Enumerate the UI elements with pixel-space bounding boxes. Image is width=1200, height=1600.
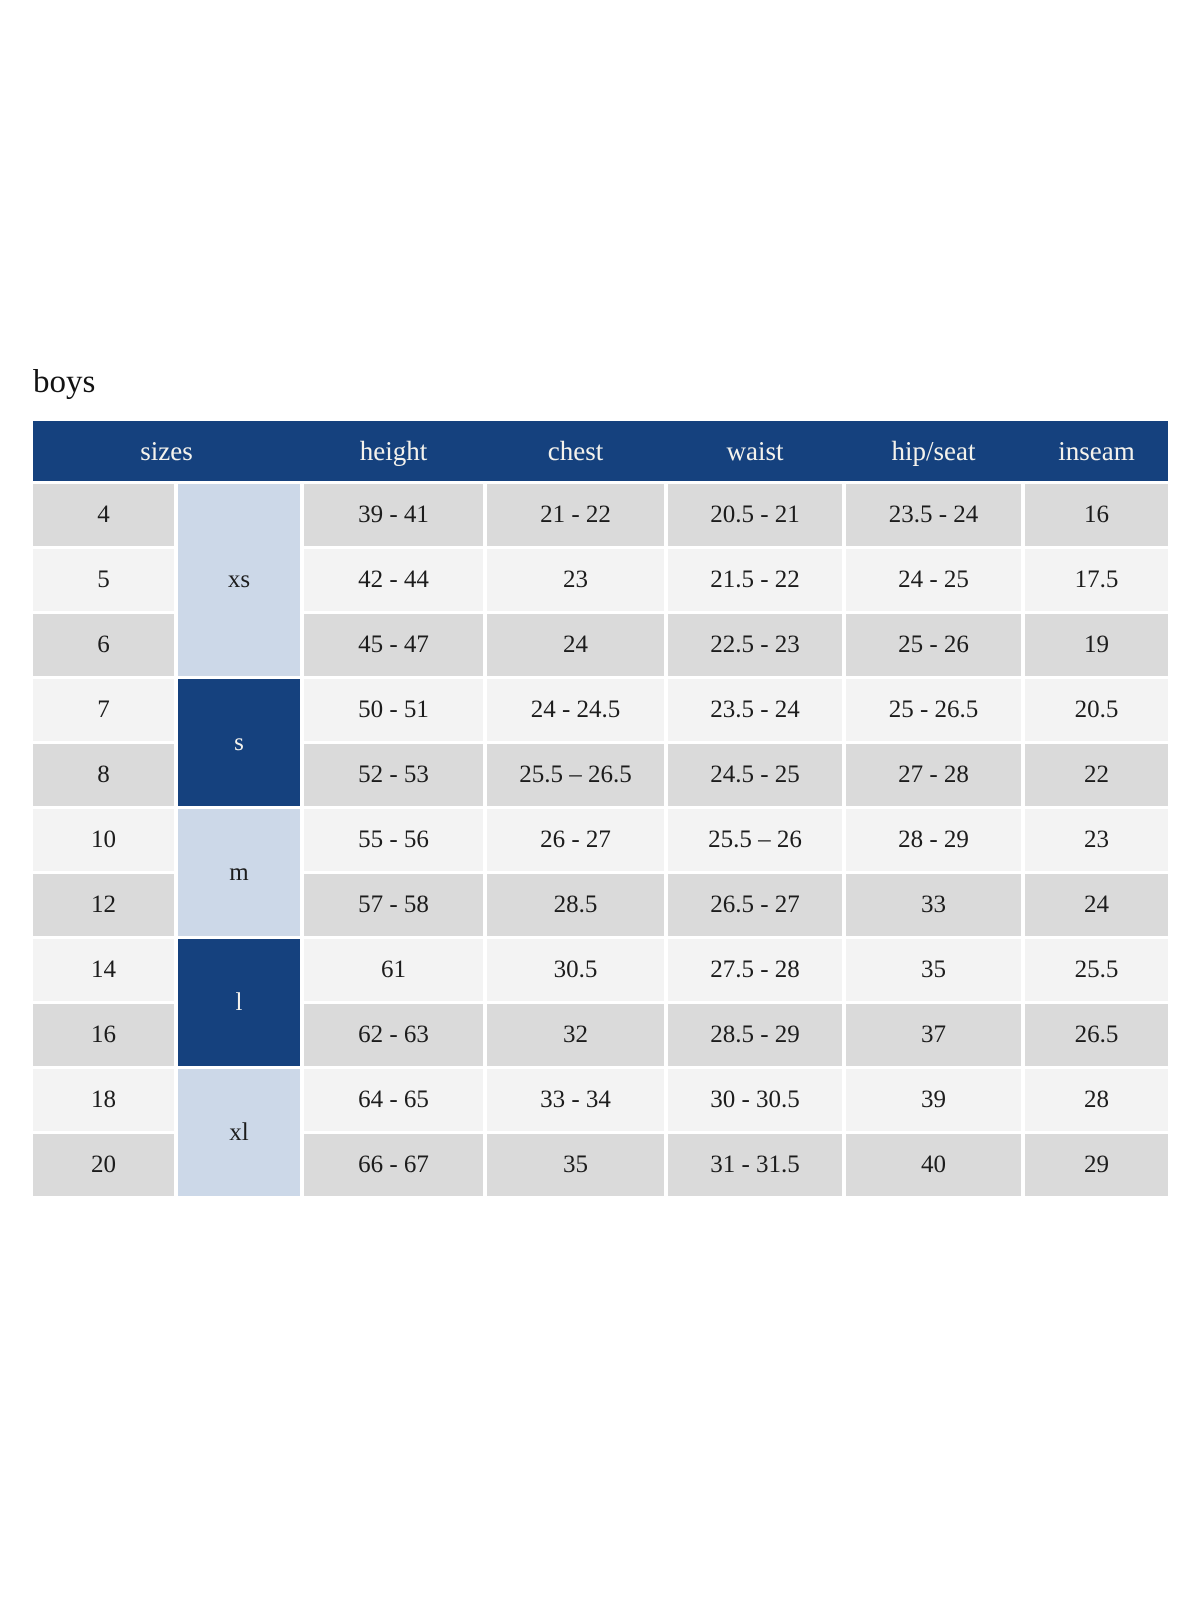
header-cell-chest: chest — [547, 435, 604, 466]
height-cell: 50 - 51 — [304, 679, 483, 741]
waist-cell: 25.5 – 26 — [668, 809, 842, 871]
hip-seat-cell: 35 — [846, 939, 1021, 1001]
height-cell: 55 - 56 — [304, 809, 483, 871]
header-cell-hip-seat: hip/seat — [891, 435, 976, 466]
height-cell: 61 — [304, 939, 483, 1001]
size-cell: 18 — [33, 1069, 174, 1131]
chest-cell: 33 - 34 — [487, 1069, 664, 1131]
size-cell: 10 — [33, 809, 174, 871]
chest-cell: 24 — [487, 614, 664, 676]
inseam-cell: 16 — [1025, 484, 1168, 546]
group-cell-l: l — [178, 939, 300, 1066]
waist-cell: 23.5 - 24 — [668, 679, 842, 741]
size-cell: 6 — [33, 614, 174, 676]
hip-seat-cell: 24 - 25 — [846, 549, 1021, 611]
hip-seat-cell: 37 — [846, 1004, 1021, 1066]
waist-cell: 28.5 - 29 — [668, 1004, 842, 1066]
chest-cell: 30.5 — [487, 939, 664, 1001]
group-cell-s: s — [178, 679, 300, 806]
hip-seat-cell: 25 - 26 — [846, 614, 1021, 676]
size-cell: 20 — [33, 1134, 174, 1196]
chest-cell: 35 — [487, 1134, 664, 1196]
height-cell: 62 - 63 — [304, 1004, 483, 1066]
inseam-cell: 24 — [1025, 874, 1168, 936]
height-cell: 57 - 58 — [304, 874, 483, 936]
hip-seat-cell: 39 — [846, 1069, 1021, 1131]
chest-cell: 24 - 24.5 — [487, 679, 664, 741]
inseam-cell: 19 — [1025, 614, 1168, 676]
size-cell: 16 — [33, 1004, 174, 1066]
height-cell: 39 - 41 — [304, 484, 483, 546]
chest-cell: 25.5 – 26.5 — [487, 744, 664, 806]
waist-cell: 22.5 - 23 — [668, 614, 842, 676]
size-cell: 5 — [33, 549, 174, 611]
chest-cell: 23 — [487, 549, 664, 611]
hip-seat-cell: 27 - 28 — [846, 744, 1021, 806]
size-cell: 8 — [33, 744, 174, 806]
waist-cell: 30 - 30.5 — [668, 1069, 842, 1131]
chest-cell: 26 - 27 — [487, 809, 664, 871]
size-cell: 4 — [33, 484, 174, 546]
inseam-cell: 29 — [1025, 1134, 1168, 1196]
hip-seat-cell: 33 — [846, 874, 1021, 936]
waist-cell: 27.5 - 28 — [668, 939, 842, 1001]
header-cell-height: height — [359, 435, 428, 466]
header-cell-sizes: sizes — [140, 435, 193, 466]
header-cell-inseam: inseam — [1058, 435, 1135, 466]
table-header: sizes height chest waist hip/seat inseam — [33, 421, 1168, 481]
inseam-cell: 23 — [1025, 809, 1168, 871]
size-cell: 7 — [33, 679, 174, 741]
height-cell: 66 - 67 — [304, 1134, 483, 1196]
page-title: boys — [33, 364, 96, 400]
waist-cell: 21.5 - 22 — [668, 549, 842, 611]
size-cell: 14 — [33, 939, 174, 1001]
chest-cell: 32 — [487, 1004, 664, 1066]
hip-seat-cell: 28 - 29 — [846, 809, 1021, 871]
waist-cell: 26.5 - 27 — [668, 874, 842, 936]
inseam-cell: 20.5 — [1025, 679, 1168, 741]
height-cell: 45 - 47 — [304, 614, 483, 676]
chest-cell: 28.5 — [487, 874, 664, 936]
hip-seat-cell: 23.5 - 24 — [846, 484, 1021, 546]
height-cell: 52 - 53 — [304, 744, 483, 806]
inseam-cell: 22 — [1025, 744, 1168, 806]
hip-seat-cell: 25 - 26.5 — [846, 679, 1021, 741]
waist-cell: 20.5 - 21 — [668, 484, 842, 546]
inseam-cell: 26.5 — [1025, 1004, 1168, 1066]
hip-seat-cell: 40 — [846, 1134, 1021, 1196]
group-cell-xl: xl — [178, 1069, 300, 1196]
size-table: sizes height chest waist hip/seat inseam 4 xs 3… — [33, 421, 1168, 1196]
group-cell-xs: xs — [178, 484, 300, 676]
height-cell: 42 - 44 — [304, 549, 483, 611]
chest-cell: 21 - 22 — [487, 484, 664, 546]
inseam-cell: 28 — [1025, 1069, 1168, 1131]
table-body: 4 xs 39 - 41 21 - 22 20.5 - 21 23.5 - 24 16 5 42… — [33, 484, 1168, 1196]
size-cell: 12 — [33, 874, 174, 936]
group-cell-m: m — [178, 809, 300, 936]
waist-cell: 31 - 31.5 — [668, 1134, 842, 1196]
inseam-cell: 17.5 — [1025, 549, 1168, 611]
inseam-cell: 25.5 — [1025, 939, 1168, 1001]
header-cell-waist: waist — [726, 435, 784, 466]
waist-cell: 24.5 - 25 — [668, 744, 842, 806]
height-cell: 64 - 65 — [304, 1069, 483, 1131]
